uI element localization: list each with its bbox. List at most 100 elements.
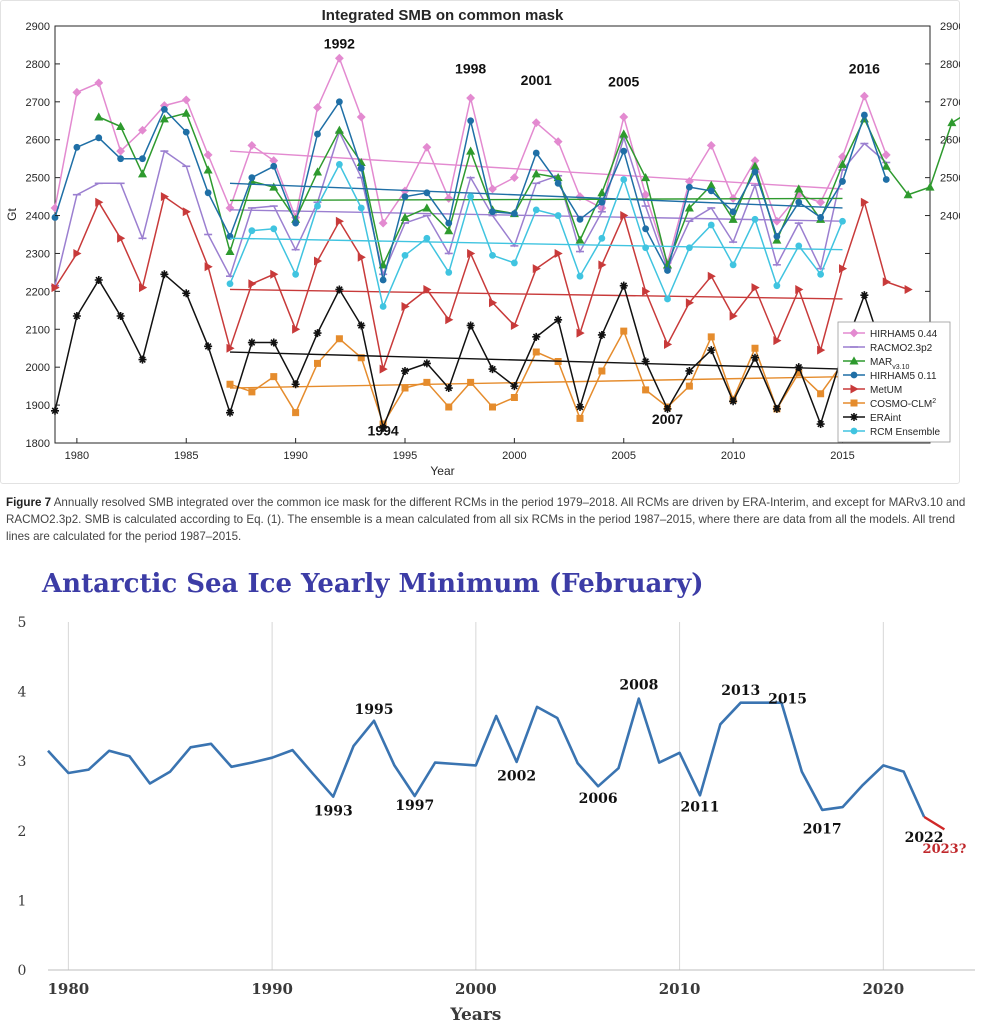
data-point-metum: [423, 284, 432, 294]
legend-label: HIRHAM5 0.44: [870, 329, 938, 340]
data-point-eraint: [663, 404, 672, 413]
data-point-hirham5-0-11: [139, 155, 146, 163]
annotation-1995: 1995: [354, 702, 393, 718]
data-point-metum: [73, 248, 82, 258]
data-point-eraint: [554, 315, 563, 324]
data-point-rcm-ensemble: [576, 272, 584, 280]
data-point-eraint: [619, 281, 628, 290]
data-point-hirham5-0-44: [116, 146, 126, 156]
series-eraint: [51, 270, 913, 432]
data-point-hirham5-0-44: [706, 140, 716, 150]
data-point-marv3-10: [575, 235, 585, 244]
data-point-marv3-10: [137, 169, 148, 178]
smb-chart: 1800 1900 2000 2100 2200 2300 2400 2500 2600 2700…: [5, 7, 960, 478]
y-tick-label: 4: [18, 685, 27, 701]
data-point-cosmo-clm2: [270, 373, 278, 381]
data-point-eraint: [94, 275, 103, 284]
x-tick-label: 1995: [393, 450, 417, 462]
data-point-rcm-ensemble: [685, 244, 693, 252]
data-point-rcm-ensemble: [248, 227, 256, 235]
data-point-hirham5-0-44: [509, 173, 519, 183]
data-point-metum: [139, 283, 148, 293]
data-point-cosmo-clm2: [598, 367, 606, 375]
y-tick-label: 2400: [26, 211, 50, 223]
data-point-rcm-ensemble: [379, 303, 387, 310]
data-point-cosmo-clm2: [489, 403, 496, 411]
data-point-eraint: [532, 332, 541, 341]
data-point-rcm-ensemble: [423, 234, 431, 242]
data-point-marv3-10: [466, 146, 476, 155]
data-point-hirham5-0-44: [203, 150, 213, 160]
data-point-eraint: [641, 357, 650, 366]
data-point-hirham5-0-44: [444, 194, 454, 203]
data-point-metum: [445, 315, 454, 325]
data-point-hirham5-0-11: [598, 198, 606, 206]
y-tick-label-right: 2500: [940, 173, 960, 185]
data-point-eraint: [772, 404, 781, 413]
x-tick-label: 2020: [862, 980, 904, 998]
data-point-marv3-10: [422, 203, 432, 212]
data-point-eraint: [729, 397, 738, 406]
data-point-marv3-10: [203, 165, 213, 174]
data-point-hirham5-0-44: [881, 150, 891, 160]
legend-label: HIRHAM5 0.11: [870, 371, 937, 382]
y-tick-label: 5: [18, 615, 27, 631]
data-point-eraint: [51, 406, 59, 415]
y-tick-label: 2600: [26, 135, 50, 147]
data-point-eraint: [357, 321, 366, 330]
data-point-marv3-10: [94, 112, 104, 121]
data-point-rcm-ensemble: [664, 295, 671, 303]
data-point-hirham5-0-44: [313, 103, 322, 112]
data-point-marv3-10: [641, 173, 651, 182]
y-tick-label: 2800: [26, 59, 50, 71]
legend-label: MetUM: [870, 385, 902, 396]
data-point-marv3-10: [925, 182, 935, 191]
y-tick-label: 2000: [26, 362, 50, 374]
data-point-metum: [532, 264, 541, 274]
y-tick-label-right: 2800: [940, 59, 960, 71]
y-tick-label: 3: [18, 754, 27, 770]
legend-item-hirham5-0-44: HIRHAM5 0.44: [843, 328, 938, 340]
legend-item-metum: MetUM: [843, 384, 902, 396]
data-point-marv3-10: [728, 214, 738, 223]
legend-marker: [850, 399, 858, 407]
data-point-hirham5-0-11: [401, 193, 409, 200]
y-tick-label-right: 2400: [940, 211, 960, 223]
annotation-1992: 1992: [324, 36, 355, 52]
y-tick-label-right: 2700: [940, 97, 960, 109]
y-tick-label: 1900: [26, 400, 50, 412]
data-point-hirham5-0-11: [95, 134, 103, 142]
data-point-marv3-10: [903, 190, 913, 199]
data-point-metum: [204, 262, 213, 272]
legend-marker: [850, 371, 858, 379]
x-axis-label: Year: [430, 464, 454, 478]
data-point-eraint: [269, 338, 278, 347]
data-point-rcm-ensemble: [270, 225, 278, 233]
data-point-rcm-ensemble: [751, 215, 759, 223]
data-point-hirham5-0-11: [314, 130, 321, 138]
data-point-hirham5-0-44: [575, 192, 585, 202]
trend-line-racmo2-3p2: [229, 209, 843, 222]
data-point-cosmo-clm2: [817, 390, 825, 398]
data-point-hirham5-0-11: [423, 189, 431, 197]
data-point-hirham5-0-44: [422, 142, 432, 152]
data-point-hirham5-0-11: [817, 214, 825, 221]
data-point-metum: [839, 264, 848, 274]
figure-caption: Figure 7 Annually resolved SMB integrate…: [6, 494, 981, 545]
data-point-hirham5-0-44: [334, 53, 344, 63]
data-point-marv3-10: [531, 169, 541, 178]
data-point-marv3-10: [312, 167, 323, 176]
chart-title: Integrated SMB on common mask: [322, 7, 564, 24]
y-tick-label: 2700: [26, 97, 50, 109]
y-tick-label: 2200: [26, 286, 50, 298]
data-point-hirham5-0-11: [839, 178, 846, 185]
data-point-metum: [95, 197, 104, 207]
data-point-metum: [335, 216, 344, 226]
data-point-hirham5-0-11: [642, 225, 650, 233]
data-point-cosmo-clm2: [445, 403, 453, 411]
data-point-metum: [379, 364, 388, 374]
y-axis-label: Gt: [5, 208, 19, 221]
data-point-rcm-ensemble: [510, 259, 518, 267]
annotation-1998: 1998: [455, 60, 486, 76]
data-point-hirham5-0-44: [466, 93, 476, 103]
